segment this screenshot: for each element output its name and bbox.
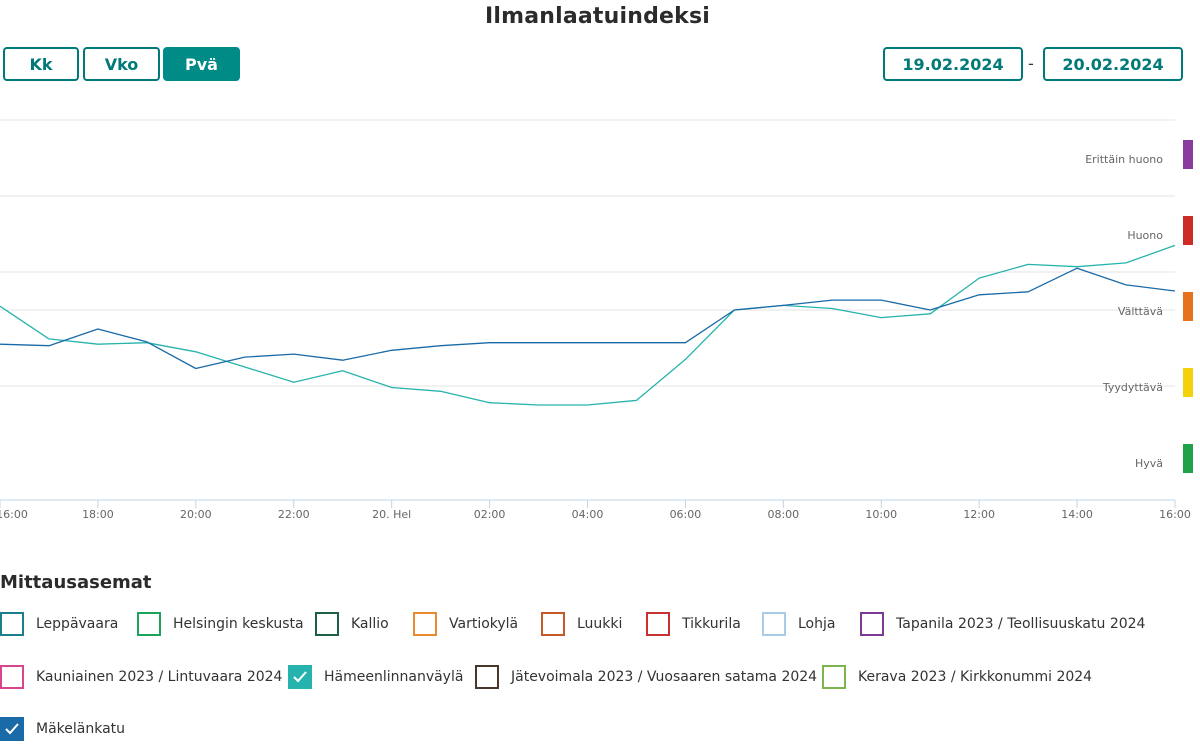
page-title: Ilmanlaatuindeksi [484, 4, 711, 29]
legend-item-label: Kauniainen 2023 / Lintuvaara 2024 [36, 669, 283, 685]
legend-item[interactable]: Tikkurila [646, 611, 741, 637]
checkbox[interactable] [762, 612, 786, 636]
x-tick-label: 20. Hel [372, 508, 411, 521]
legend-item[interactable]: Kallio [315, 611, 389, 637]
legend-item-label: Mäkelänkatu [36, 721, 126, 737]
legend-item[interactable]: Luukki [541, 611, 622, 637]
legend-item[interactable]: Jätevoimala 2023 / Vuosaaren satama 2024 [475, 664, 817, 690]
checkmark-icon [5, 723, 19, 735]
legend-item-label: Lohja [798, 616, 836, 632]
x-tick-label: 12:00 [963, 508, 995, 521]
series-line [0, 244, 1176, 406]
level-label: Erittäin huono [1085, 153, 1163, 166]
legend-item-label: Kallio [351, 616, 389, 632]
x-tick-label: 04:00 [572, 508, 604, 521]
legend-item-label: Hämeenlinnanväylä [324, 669, 464, 685]
level-label: Huono [1127, 229, 1163, 242]
x-tick-label: 08:00 [767, 508, 799, 521]
checkbox[interactable] [646, 612, 670, 636]
checkbox[interactable] [315, 612, 339, 636]
level-color-marker [1183, 444, 1193, 473]
legend-item-label: Jätevoimala 2023 / Vuosaaren satama 2024 [511, 669, 818, 685]
legend-item[interactable]: Kerava 2023 / Kirkkonummi 2024 [822, 664, 1092, 690]
x-tick-label: 16:00 [0, 508, 28, 521]
checkbox[interactable] [413, 612, 437, 636]
checkbox[interactable] [137, 612, 161, 636]
x-tick-label: 20:00 [180, 508, 212, 521]
checkbox[interactable] [822, 665, 846, 689]
x-tick-label: 16:00 [1159, 508, 1191, 521]
date-to-field[interactable]: 20.02.2024 [1043, 47, 1183, 81]
checkbox-checked[interactable] [288, 665, 312, 689]
checkbox-checked[interactable] [0, 717, 24, 741]
checkbox[interactable] [475, 665, 499, 689]
x-tick-label: 18:00 [82, 508, 114, 521]
legend-item-label: Tikkurila [682, 616, 741, 632]
level-color-marker [1183, 292, 1193, 321]
range-button-day[interactable]: Pvä [163, 47, 240, 81]
level-label: Välttävä [1118, 305, 1163, 318]
checkbox[interactable] [860, 612, 884, 636]
x-tick-label: 06:00 [670, 508, 702, 521]
level-label: Tyydyttävä [1102, 381, 1163, 394]
air-quality-chart: 16:00 18:00 20:00 22:00 20. Hel 02:00 04:00 06:… [0, 119, 1193, 521]
legend-item-label: Leppävaara [36, 616, 119, 632]
legend-item-label: Vartiokylä [449, 616, 519, 632]
legend-item[interactable]: Helsingin keskusta [137, 611, 304, 637]
x-tick-label: 14:00 [1061, 508, 1093, 521]
legend-item-label: Kerava 2023 / Kirkkonummi 2024 [858, 669, 1093, 685]
legend-item[interactable]: Tapanila 2023 / Teollisuuskatu 2024 [860, 611, 1145, 637]
legend-item[interactable]: Hämeenlinnanväylä [288, 664, 463, 690]
date-separator: - [1028, 54, 1034, 73]
level-color-marker [1183, 368, 1193, 397]
checkmark-icon [293, 671, 307, 683]
checkbox[interactable] [541, 612, 565, 636]
legend-item-label: Luukki [577, 616, 623, 632]
x-tick-label: 02:00 [474, 508, 506, 521]
legend-item[interactable]: Vartiokylä [413, 611, 518, 637]
legend-item[interactable]: Kauniainen 2023 / Lintuvaara 2024 [0, 664, 282, 690]
legend-title: Mittausasemat [0, 572, 152, 593]
range-button-month[interactable]: Kk [3, 47, 79, 81]
level-color-marker [1183, 140, 1193, 169]
legend-item-label: Tapanila 2023 / Teollisuuskatu 2024 [896, 616, 1146, 632]
range-button-week[interactable]: Vko [83, 47, 160, 81]
checkbox[interactable] [0, 665, 24, 689]
legend-item[interactable]: Leppävaara [0, 611, 118, 637]
legend-item[interactable]: Lohja [762, 611, 835, 637]
level-color-marker [1183, 216, 1193, 245]
legend-item-label: Helsingin keskusta [173, 616, 304, 632]
checkbox[interactable] [0, 612, 24, 636]
x-tick-label: 22:00 [278, 508, 310, 521]
x-tick-label: 10:00 [865, 508, 897, 521]
level-label: Hyvä [1135, 457, 1163, 470]
series-line [0, 267, 1176, 370]
legend-item[interactable]: Mäkelänkatu [0, 716, 125, 742]
date-from-field[interactable]: 19.02.2024 [883, 47, 1023, 81]
